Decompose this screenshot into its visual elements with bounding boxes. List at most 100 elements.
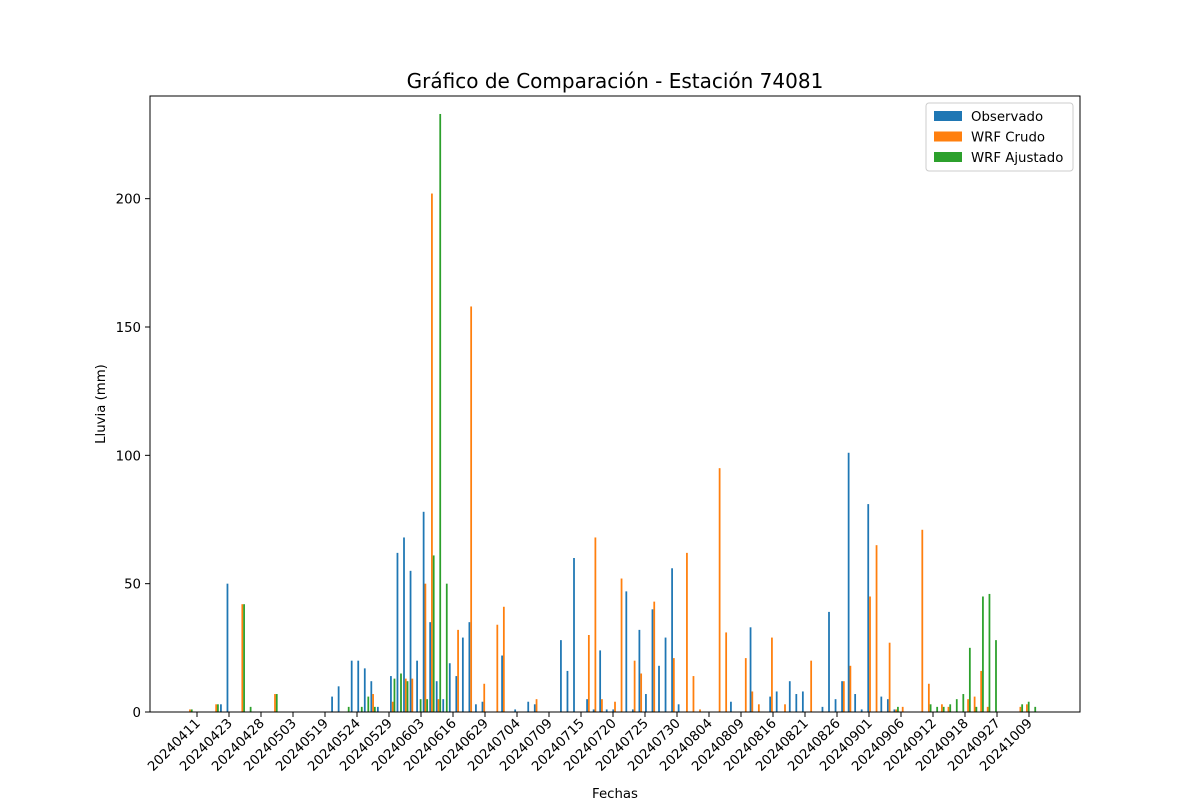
y-axis-label: Lluvia (mm) <box>94 364 109 444</box>
bar <box>849 665 852 712</box>
bar <box>810 660 813 712</box>
legend-swatch <box>934 152 962 162</box>
bar <box>475 704 477 712</box>
legend-label: WRF Ajustado <box>971 151 1063 166</box>
bar <box>784 704 786 712</box>
legend: Observado WRF Crudo WRF Ajustado <box>925 102 1074 172</box>
bar <box>895 709 898 712</box>
bar <box>995 640 997 712</box>
bar <box>828 611 830 712</box>
bar <box>967 699 969 712</box>
bar <box>470 306 473 712</box>
bar <box>730 701 732 712</box>
bar <box>396 552 399 712</box>
bar <box>888 642 891 712</box>
bar <box>921 529 924 712</box>
bar <box>406 681 409 712</box>
bar <box>363 668 366 712</box>
bar <box>795 694 798 712</box>
bar <box>357 660 360 712</box>
bar <box>429 622 432 712</box>
bar <box>587 635 590 712</box>
bar <box>370 681 373 712</box>
bar <box>860 709 863 712</box>
bar <box>241 604 244 712</box>
bar <box>886 699 889 712</box>
bar <box>390 676 392 712</box>
bar <box>897 706 899 712</box>
bar <box>625 591 628 712</box>
bar <box>483 683 486 712</box>
y-tick-label: 100 <box>116 449 141 464</box>
bar <box>445 583 448 712</box>
bar <box>331 696 333 712</box>
bar <box>658 665 660 712</box>
bar <box>217 704 219 712</box>
bar <box>243 604 245 712</box>
bar <box>640 673 643 712</box>
bar <box>431 193 433 712</box>
legend-swatch <box>934 131 962 142</box>
y-tick-label: 150 <box>116 321 141 336</box>
bar <box>893 709 896 712</box>
bar <box>350 660 353 712</box>
bar <box>416 660 418 712</box>
bar <box>988 593 991 712</box>
y-tick-label: 50 <box>124 578 141 593</box>
bar <box>975 706 978 712</box>
bar <box>367 696 370 712</box>
bar <box>901 706 904 712</box>
bar <box>936 706 939 712</box>
bar <box>411 678 414 712</box>
bar <box>527 701 530 712</box>
bar <box>601 699 603 712</box>
bar <box>442 699 445 712</box>
bar <box>457 629 459 712</box>
series-wrf-crudo <box>189 193 1028 712</box>
bar <box>847 452 850 712</box>
legend-box <box>925 102 1074 172</box>
bar <box>404 678 407 712</box>
bar <box>841 681 843 712</box>
bar <box>612 709 615 712</box>
bar <box>686 552 688 712</box>
bar <box>949 704 952 712</box>
bar <box>980 670 983 712</box>
x-axis-label: Fechas <box>592 787 638 800</box>
bar <box>439 113 442 713</box>
bar <box>455 676 458 712</box>
bar <box>842 681 845 712</box>
bar <box>633 660 636 712</box>
bar <box>448 663 451 712</box>
bar <box>699 709 701 712</box>
bar <box>502 606 505 712</box>
bar <box>605 709 608 712</box>
bar <box>400 673 402 712</box>
bar <box>226 583 229 712</box>
legend-label: Observado <box>971 110 1043 125</box>
bar <box>1034 706 1037 712</box>
bar <box>869 596 871 712</box>
bar <box>651 609 654 712</box>
bar <box>592 709 595 712</box>
bar <box>435 681 438 712</box>
bar <box>677 704 680 712</box>
bar <box>461 637 464 712</box>
bar <box>880 696 883 712</box>
bar <box>360 706 363 712</box>
bar <box>672 658 675 712</box>
bar <box>432 555 435 712</box>
bar <box>771 637 773 712</box>
bar <box>725 632 728 712</box>
bar <box>942 706 945 712</box>
bar <box>337 686 340 712</box>
bar <box>638 629 641 712</box>
bar <box>751 691 754 712</box>
bar <box>692 676 695 712</box>
bar <box>573 558 575 712</box>
bar <box>982 596 984 712</box>
bar <box>962 694 965 712</box>
bar <box>373 706 376 712</box>
